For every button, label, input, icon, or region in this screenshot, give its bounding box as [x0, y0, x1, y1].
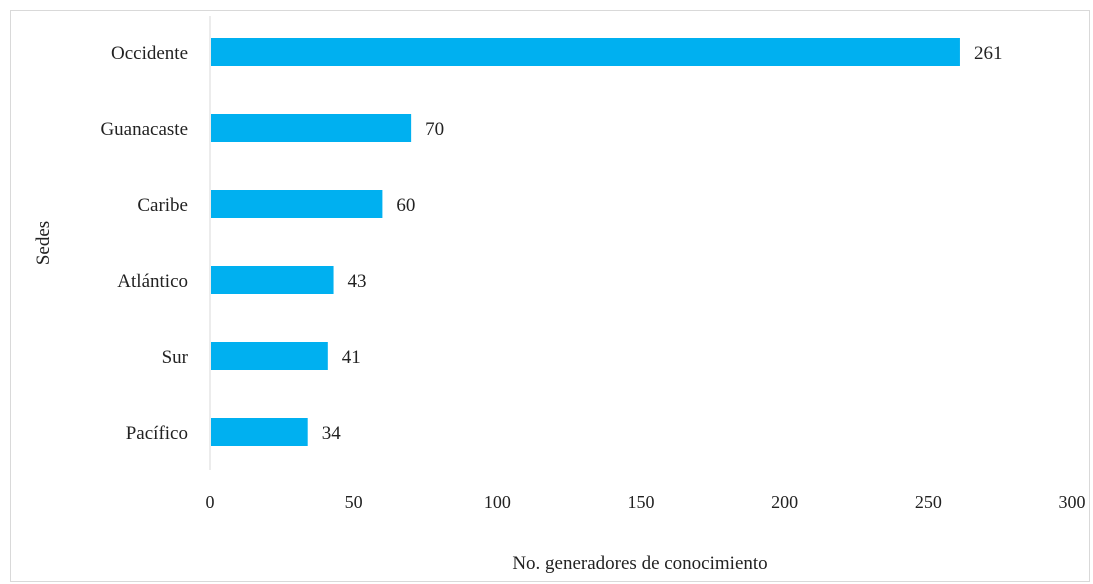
- x-tick-label: 150: [628, 492, 655, 512]
- x-tick-labels: 0 50 100 150 200 250 300: [206, 492, 1086, 512]
- bar-5: [211, 418, 308, 446]
- bar-1: [211, 114, 412, 142]
- data-labels: 261 70 60 43 41 34: [322, 43, 1003, 444]
- chart-frame: [10, 10, 1090, 582]
- y-axis-title: Sedes: [33, 221, 54, 265]
- data-label: 34: [322, 423, 342, 444]
- data-label: 261: [974, 43, 1003, 64]
- category-label: Occidente: [111, 43, 188, 64]
- category-labels: Occidente Guanacaste Caribe Atlántico Sur Pac…: [100, 43, 188, 444]
- bar-4: [211, 342, 328, 370]
- x-tick-label: 200: [771, 492, 798, 512]
- bars-group: [211, 38, 960, 446]
- bar-0: [211, 38, 960, 66]
- x-tick-label: 0: [206, 492, 215, 512]
- x-tick-label: 250: [915, 492, 942, 512]
- bar-3: [211, 266, 334, 294]
- data-label: 43: [348, 271, 367, 292]
- data-label: 70: [425, 119, 444, 140]
- category-label: Caribe: [137, 195, 188, 216]
- x-tick-label: 100: [484, 492, 511, 512]
- category-label: Guanacaste: [100, 119, 188, 140]
- data-label: 41: [342, 347, 361, 368]
- bar-2: [211, 190, 383, 218]
- category-label: Pacífico: [126, 423, 188, 444]
- category-label: Sur: [162, 347, 189, 368]
- x-tick-label: 50: [345, 492, 363, 512]
- x-axis-title: No. generadores de conocimiento: [512, 553, 767, 574]
- data-label: 60: [396, 195, 415, 216]
- category-label: Atlántico: [117, 271, 188, 292]
- x-tick-label: 300: [1059, 492, 1086, 512]
